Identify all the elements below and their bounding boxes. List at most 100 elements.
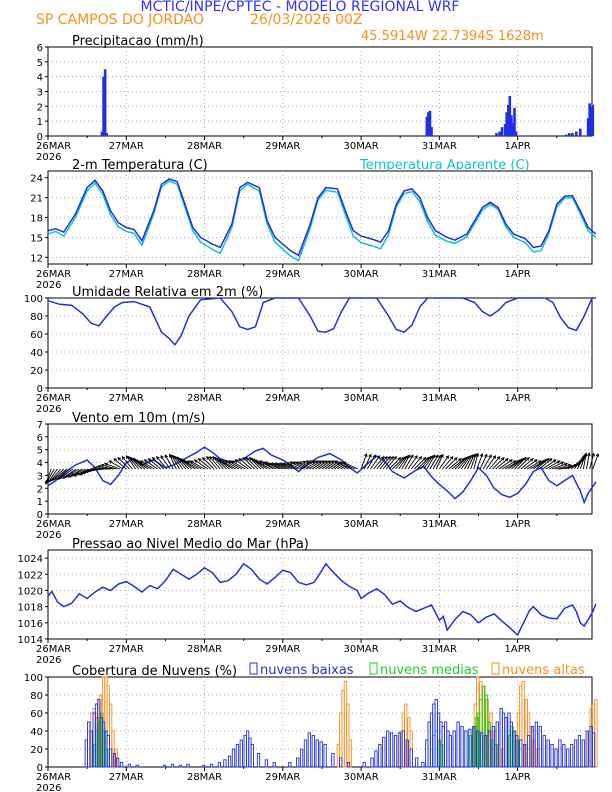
- wind-vector-head: [305, 460, 310, 464]
- y-tick-label: 40: [30, 727, 43, 738]
- wind-vector-head: [471, 453, 475, 458]
- legend-swatch: [491, 662, 500, 675]
- precip-bar: [568, 133, 571, 136]
- wind-vector: [198, 458, 212, 470]
- wind-vector-head: [548, 458, 553, 462]
- x-tick-label: 31MAR: [422, 141, 457, 152]
- x-tick-label: 1APR: [505, 772, 531, 783]
- wind-vector-head: [289, 461, 294, 465]
- low-cloud-bar: [227, 755, 232, 768]
- wind-vector: [479, 454, 488, 470]
- precip-bar: [513, 107, 516, 136]
- wind-vector: [231, 460, 246, 470]
- wind-vector-head: [179, 458, 183, 462]
- wind-vector: [495, 458, 509, 470]
- x-tick-label: 30MAR: [344, 519, 379, 530]
- low-cloud-bar: [346, 762, 351, 768]
- low-cloud-bar: [401, 730, 405, 768]
- panel-temp: 12 15 18 21 24 26MAR 27MAR 28MAR 29MAR 30MAR 31MAR…: [30, 158, 597, 291]
- wind-vector-head: [479, 453, 484, 457]
- wind-vector-head: [564, 462, 568, 467]
- x-tick-label: 29MAR: [265, 519, 300, 530]
- low-cloud-bar: [448, 735, 452, 768]
- wind-vector-head: [508, 459, 513, 463]
- wind-vector: [179, 458, 193, 470]
- y-tick-label: 21: [30, 194, 43, 205]
- wind-vector-head: [318, 460, 323, 464]
- y-tick-label: 20: [30, 745, 43, 756]
- x-tick-label: 1APR: [505, 644, 531, 655]
- wind-vector: [309, 460, 324, 470]
- wind-vector: [152, 457, 165, 470]
- wind-vector: [140, 460, 155, 470]
- panel-title: Umidade Relativa em 2m (%): [72, 285, 263, 300]
- wind-vector-head: [242, 457, 247, 461]
- wind-vector-head: [308, 460, 313, 464]
- wind-vector-head: [522, 457, 527, 461]
- low-cloud-bar: [239, 739, 243, 768]
- x-tick-label: 26MAR: [36, 519, 71, 530]
- wind-vector: [101, 464, 117, 470]
- low-cloud-bar: [487, 730, 492, 768]
- wind-vector: [445, 457, 458, 470]
- wind-vector-head: [270, 462, 274, 467]
- wind-vector: [410, 456, 422, 470]
- wind-vector-head: [380, 455, 385, 460]
- x-year-label: 2026: [36, 280, 61, 291]
- wind-vector-head: [234, 459, 239, 463]
- panel-frame: [47, 423, 593, 515]
- wind-vector: [337, 461, 352, 470]
- low-cloud-bar: [577, 735, 582, 768]
- precip-bar: [105, 133, 109, 136]
- wind-vector: [184, 460, 199, 470]
- wind-vector: [273, 463, 290, 470]
- x-tick-label: 28MAR: [187, 519, 222, 530]
- wind-vector: [328, 460, 343, 470]
- wind-vector: [45, 468, 55, 484]
- x-tick-label: 26MAR: [36, 772, 71, 783]
- wind-vector-head: [206, 455, 210, 460]
- panel-title-2: Temperatura Aparente (C): [359, 158, 530, 173]
- wind-vector: [501, 460, 517, 470]
- y-tick-label: 100: [24, 673, 43, 684]
- low-cloud-bar: [495, 721, 499, 768]
- wind-vector: [156, 456, 168, 470]
- wind-vector-head: [100, 463, 105, 468]
- x-year-label: 2026: [36, 152, 61, 163]
- wind-vector-head: [533, 459, 538, 463]
- panel-title: Cobertura de Nuvens (%): [72, 664, 237, 679]
- x-tick-label: 29MAR: [265, 141, 300, 152]
- x-tick-label: 31MAR: [422, 393, 457, 404]
- y-tick-label: 5: [37, 58, 43, 69]
- wind-vector-head: [484, 453, 488, 458]
- precip-bar: [586, 118, 590, 136]
- panel-frame: [47, 549, 593, 640]
- precip-bar: [428, 110, 432, 136]
- wind-vector: [325, 460, 340, 470]
- wind-vector: [448, 458, 462, 470]
- wind-vector: [504, 460, 520, 470]
- wind-vector-head: [591, 452, 595, 457]
- wind-vector-head: [216, 458, 221, 462]
- x-tick-label: 26MAR: [36, 141, 71, 152]
- x-tick-label: 27MAR: [109, 644, 144, 655]
- precip-bar: [578, 128, 582, 136]
- wind-vector: [576, 454, 586, 470]
- wind-vector-head: [376, 455, 381, 459]
- wind-vector-head: [209, 455, 213, 460]
- wind-vector-head: [189, 460, 194, 464]
- wind-vector-head: [218, 459, 223, 463]
- x-tick-label: 30MAR: [344, 269, 379, 280]
- wind-vector-head: [368, 453, 372, 458]
- wind-vector-head: [75, 471, 80, 476]
- y-tick-label: 0: [37, 510, 43, 521]
- wind-vector: [132, 458, 146, 470]
- wind-vector-head: [253, 459, 258, 463]
- wind-vector: [470, 453, 477, 470]
- precip-bar: [505, 112, 508, 136]
- wind-vector: [343, 461, 359, 470]
- low-cloud-bar: [264, 759, 269, 768]
- y-tick-label: 1018: [18, 603, 43, 614]
- wind-vector: [59, 468, 74, 479]
- wind-vector: [318, 460, 334, 470]
